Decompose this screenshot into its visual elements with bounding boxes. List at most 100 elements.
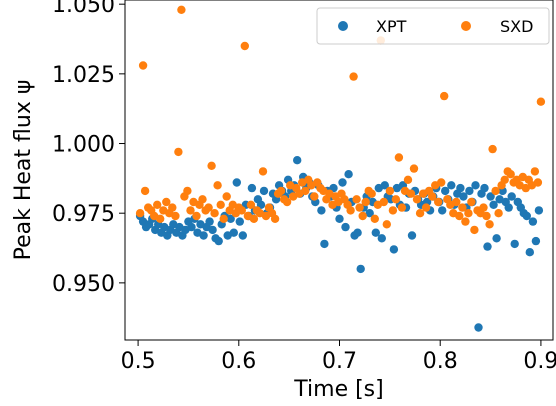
y-tick-label-2: 1.000 bbox=[52, 133, 115, 158]
point-xpt-115 bbox=[483, 242, 492, 251]
y-tick-label-3: 1.025 bbox=[52, 63, 115, 88]
point-xpt-41 bbox=[259, 186, 269, 196]
point-sxd-21 bbox=[198, 195, 207, 204]
point-sxd-23 bbox=[204, 203, 213, 212]
point-sxd-81 bbox=[379, 197, 388, 207]
point-sxd-83 bbox=[385, 186, 395, 196]
point-xpt-32 bbox=[232, 178, 241, 187]
point-sxd-99 bbox=[434, 197, 443, 207]
point-sxd-89 bbox=[403, 175, 413, 184]
point-sxd-6 bbox=[153, 200, 162, 209]
point-sxd-55 bbox=[301, 186, 310, 196]
point-sxd-92 bbox=[412, 195, 422, 204]
point-xpt-114 bbox=[480, 183, 489, 193]
point-xpt-129 bbox=[525, 248, 534, 257]
legend-label-xpt: XPT bbox=[376, 17, 407, 36]
point-sxd-28 bbox=[219, 214, 228, 223]
point-sxd-87 bbox=[397, 203, 407, 212]
point-xpt-33 bbox=[235, 217, 244, 226]
x-tick-label-2: 0.7 bbox=[322, 349, 357, 374]
point-xpt-78 bbox=[371, 228, 380, 237]
point-sxd-73 bbox=[355, 203, 364, 212]
point-xpt-66 bbox=[335, 214, 344, 223]
point-xpt-131 bbox=[531, 236, 541, 246]
point-xpt-69 bbox=[344, 170, 353, 179]
point-sxd-72 bbox=[352, 195, 361, 204]
point-xpt-73 bbox=[356, 264, 365, 274]
point-xpt-61 bbox=[320, 239, 329, 249]
point-sxd-91 bbox=[409, 164, 419, 173]
x-tick-label-3: 0.8 bbox=[423, 349, 458, 374]
point-sxd-123 bbox=[506, 170, 515, 179]
point-xpt-101 bbox=[441, 186, 450, 196]
point-sxd-106 bbox=[455, 211, 464, 221]
y-tick-label-0: 0.950 bbox=[52, 272, 115, 297]
point-sxd-85 bbox=[391, 195, 401, 204]
point-sxd-82 bbox=[382, 220, 391, 229]
legend-marker-sxd bbox=[461, 21, 471, 31]
x-axis-label: Time [s] bbox=[293, 377, 383, 402]
point-sxd-19 bbox=[192, 211, 201, 221]
point-sxd-114 bbox=[479, 203, 488, 212]
point-sxd-119 bbox=[494, 209, 503, 218]
point-xpt-128 bbox=[522, 211, 531, 221]
point-sxd-17 bbox=[186, 206, 195, 215]
point-sxd-118 bbox=[491, 186, 500, 196]
point-sxd-86 bbox=[394, 153, 404, 162]
point-xpt-130 bbox=[528, 217, 538, 226]
point-sxd-101 bbox=[440, 91, 449, 101]
point-xpt-116 bbox=[486, 192, 495, 201]
point-xpt-52 bbox=[293, 156, 302, 165]
point-xpt-123 bbox=[507, 192, 516, 201]
point-sxd-37 bbox=[246, 200, 256, 209]
point-sxd-38 bbox=[249, 214, 259, 223]
point-xpt-122 bbox=[504, 203, 513, 212]
legend-marker-xpt bbox=[338, 21, 348, 31]
point-sxd-13 bbox=[174, 147, 183, 157]
point-xpt-84 bbox=[389, 245, 399, 254]
point-xpt-107 bbox=[459, 192, 468, 201]
axes-frame bbox=[124, 0, 554, 341]
point-sxd-26 bbox=[213, 181, 222, 190]
point-xpt-67 bbox=[338, 178, 347, 187]
point-sxd-12 bbox=[171, 211, 180, 221]
point-sxd-78 bbox=[370, 214, 379, 223]
point-xpt-21 bbox=[199, 231, 208, 240]
legend-label-sxd: SXD bbox=[500, 17, 533, 36]
point-sxd-95 bbox=[421, 203, 431, 212]
point-sxd-49 bbox=[282, 197, 292, 207]
y-tick-label-1: 0.975 bbox=[52, 202, 115, 227]
point-sxd-47 bbox=[276, 186, 286, 196]
point-sxd-14 bbox=[177, 5, 186, 14]
point-xpt-90 bbox=[407, 231, 417, 240]
point-xpt-31 bbox=[229, 228, 238, 237]
x-tick-label-1: 0.6 bbox=[221, 349, 256, 374]
point-sxd-41 bbox=[258, 167, 268, 176]
point-xpt-37 bbox=[247, 183, 257, 193]
point-sxd-110 bbox=[467, 197, 476, 207]
point-sxd-0 bbox=[135, 209, 145, 218]
point-xpt-80 bbox=[377, 234, 386, 243]
legend-box bbox=[316, 7, 550, 45]
point-sxd-109 bbox=[464, 209, 473, 218]
point-sxd-35 bbox=[240, 41, 249, 51]
x-tick-label-0: 0.5 bbox=[121, 349, 156, 374]
point-xpt-34 bbox=[238, 231, 247, 240]
point-sxd-93 bbox=[415, 209, 425, 218]
point-sxd-75 bbox=[361, 197, 370, 207]
point-xpt-72 bbox=[353, 228, 362, 237]
point-sxd-9 bbox=[162, 197, 171, 207]
point-sxd-34 bbox=[237, 206, 246, 215]
point-xpt-81 bbox=[380, 181, 389, 190]
point-sxd-16 bbox=[183, 186, 192, 196]
point-xpt-24 bbox=[208, 225, 217, 235]
point-xpt-100 bbox=[438, 206, 447, 215]
point-sxd-97 bbox=[428, 192, 437, 201]
legend: XPT SXD bbox=[316, 7, 550, 45]
point-xpt-109 bbox=[465, 186, 474, 196]
ticks-layer: 0.5 0.6 0.7 0.8 0.9 0.950 0.975 1.000 1.025 1.050 bbox=[52, 0, 556, 374]
point-sxd-27 bbox=[216, 200, 225, 209]
point-xpt-132 bbox=[534, 206, 544, 215]
point-sxd-90 bbox=[406, 189, 416, 198]
